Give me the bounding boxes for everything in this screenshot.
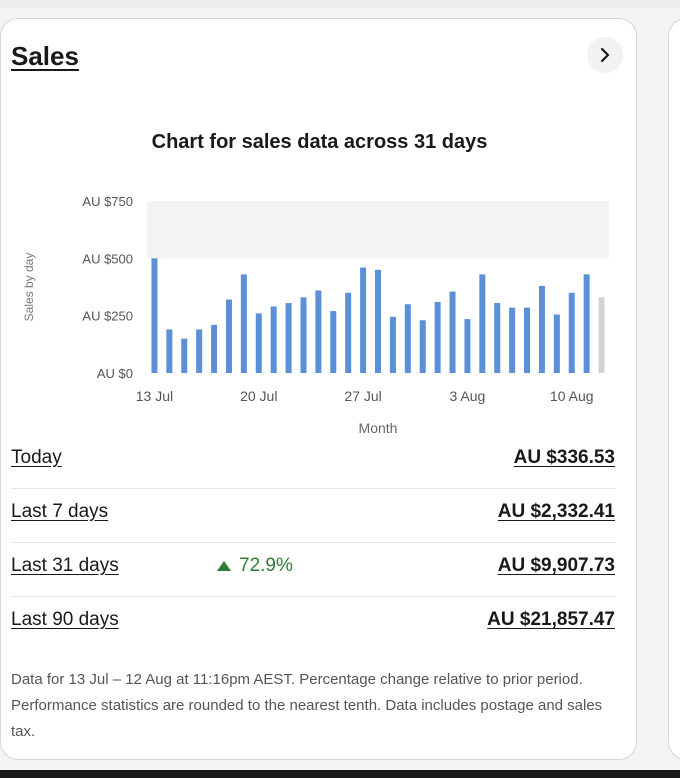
bar-16-jul — [196, 329, 203, 373]
stat-label[interactable]: Last 31 days — [11, 555, 119, 576]
bar-15-jul — [181, 338, 188, 373]
bottom-bar — [0, 770, 680, 778]
bar-26-jul — [345, 292, 352, 373]
bar-11-aug — [583, 274, 590, 373]
stat-row-last-90-days: Last 90 days AU $21,857.47 — [11, 597, 615, 651]
bar-27-jul — [360, 267, 367, 373]
stat-row-today: Today AU $336.53 — [11, 435, 615, 489]
next-card-edge — [668, 18, 680, 760]
y-tick-label: AU $0 — [97, 366, 133, 381]
bar-1-aug — [434, 301, 441, 373]
stat-label[interactable]: Last 90 days — [11, 609, 119, 630]
bar-23-jul — [300, 297, 307, 373]
bar-17-jul — [211, 324, 218, 373]
y-tick-label: AU $500 — [82, 251, 133, 266]
bar-13-jul — [151, 258, 158, 373]
bar-7-aug — [524, 307, 531, 373]
x-tick-label: 3 Aug — [450, 388, 486, 404]
bar-29-jul — [389, 316, 396, 373]
y-tick-label: AU $750 — [82, 194, 133, 209]
bar-6-aug — [509, 307, 516, 373]
y-axis-label: Sales by day — [22, 253, 36, 322]
stat-row-last-7-days: Last 7 days AU $2,332.41 — [11, 489, 615, 543]
y-tick-label: AU $250 — [82, 309, 133, 324]
sales-card-title[interactable]: Sales — [11, 41, 79, 71]
stat-row-last-31-days: Last 31 days 72.9% AU $9,907.73 — [11, 543, 615, 597]
bar-12-aug — [598, 297, 605, 373]
bar-31-jul — [419, 320, 426, 373]
bar-3-aug — [464, 319, 471, 373]
bar-24-jul — [315, 290, 322, 373]
sales-card: Sales Chart for sales data across 31 day… — [0, 18, 637, 760]
x-tick-label: 20 Jul — [240, 388, 277, 404]
bar-20-jul — [255, 313, 262, 373]
bar-18-jul — [225, 299, 232, 373]
bar-9-aug — [553, 314, 560, 373]
percent-change: 72.9% — [217, 555, 293, 577]
bar-10-aug — [568, 292, 575, 373]
stat-value[interactable]: AU $2,332.41 — [497, 501, 615, 522]
sales-bar-chart: AU $0 AU $250 AU $500 AU $750 Sales by day 13… — [22, 194, 609, 436]
percent-change-value: 72.9% — [239, 555, 293, 576]
bar-22-jul — [285, 303, 292, 373]
bar-8-aug — [538, 285, 545, 373]
x-axis-label: Month — [359, 420, 398, 436]
bar-14-jul — [166, 329, 173, 373]
stat-label[interactable]: Last 7 days — [11, 501, 109, 522]
bar-30-jul — [404, 304, 411, 373]
stat-value[interactable]: AU $336.53 — [513, 447, 615, 468]
bar-21-jul — [270, 306, 277, 373]
bar-5-aug — [494, 303, 501, 373]
bar-19-jul — [240, 274, 247, 373]
stat-label[interactable]: Today — [11, 447, 62, 468]
stat-value[interactable]: AU $21,857.47 — [487, 609, 615, 630]
x-tick-label: 27 Jul — [344, 388, 381, 404]
chevron-right-icon[interactable] — [587, 37, 623, 73]
x-tick-label: 10 Aug — [550, 388, 594, 404]
footnote: Data for 13 Jul – 12 Aug at 11:16pm AEST… — [11, 671, 603, 740]
bar-25-jul — [330, 311, 337, 373]
top-bar — [0, 0, 680, 8]
bar-4-aug — [479, 274, 486, 373]
x-tick-label: 13 Jul — [136, 388, 173, 404]
bar-28-jul — [375, 269, 381, 373]
bar-2-aug — [449, 291, 456, 373]
chart-shaded-band — [147, 201, 609, 259]
chart-title: Chart for sales data across 31 days — [151, 131, 488, 153]
stat-value[interactable]: AU $9,907.73 — [497, 555, 615, 576]
arrow-up-icon — [217, 561, 231, 571]
